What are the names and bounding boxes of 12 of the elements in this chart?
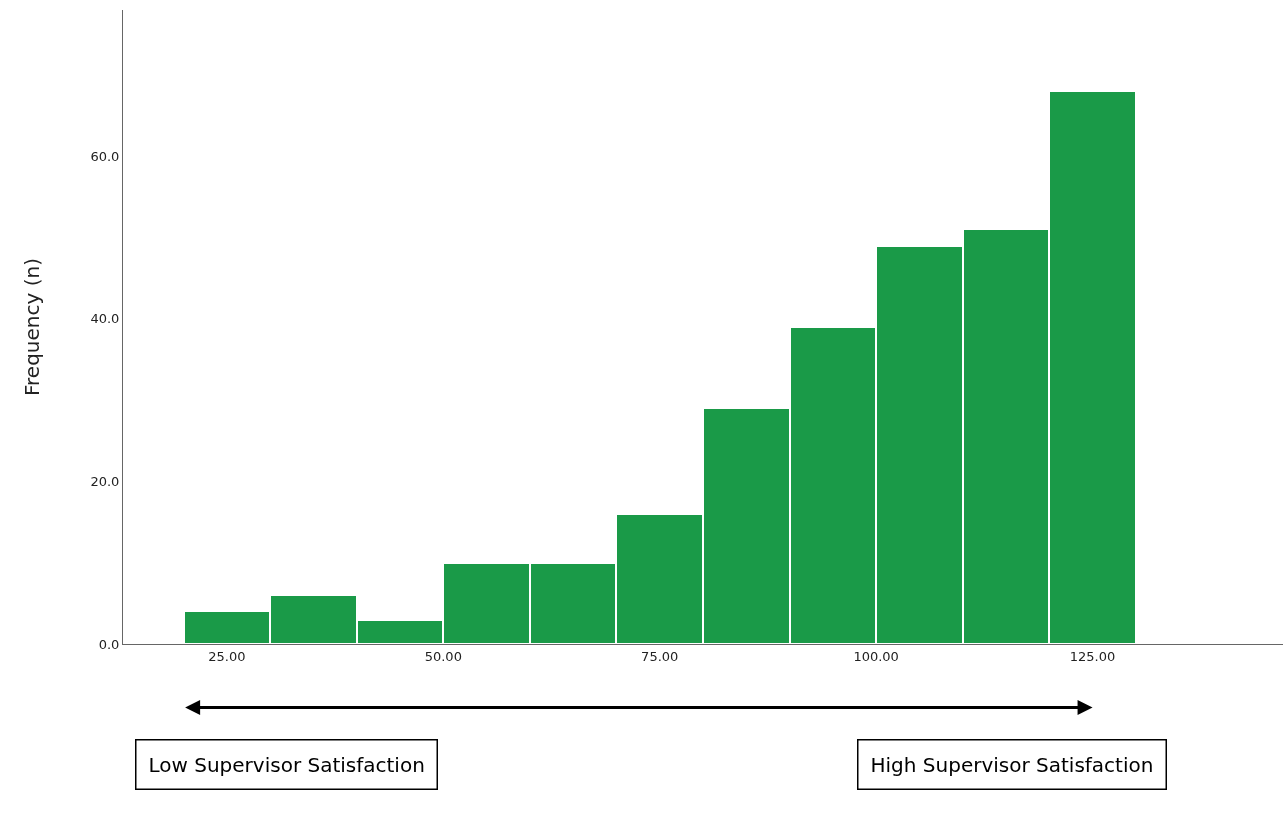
x-tick-label: 125.00 bbox=[1069, 648, 1116, 664]
x-tick-label: 100.00 bbox=[853, 648, 899, 664]
x-tick-label: 50.00 bbox=[424, 648, 462, 664]
y-axis-title: Frequency (n) bbox=[19, 258, 44, 396]
text: Low Supervisor Satisfaction bbox=[148, 752, 425, 777]
x-tick-label: 75.00 bbox=[641, 648, 679, 664]
x-tick-label: 25.00 bbox=[208, 648, 246, 664]
y-tick-label: 40.0 bbox=[90, 311, 120, 327]
y-tick-label: 60.0 bbox=[90, 148, 120, 164]
text: High Supervisor Satisfaction bbox=[870, 752, 1154, 777]
y-tick-label: 0.0 bbox=[98, 636, 120, 652]
y-tick-label: 20.0 bbox=[90, 473, 120, 489]
